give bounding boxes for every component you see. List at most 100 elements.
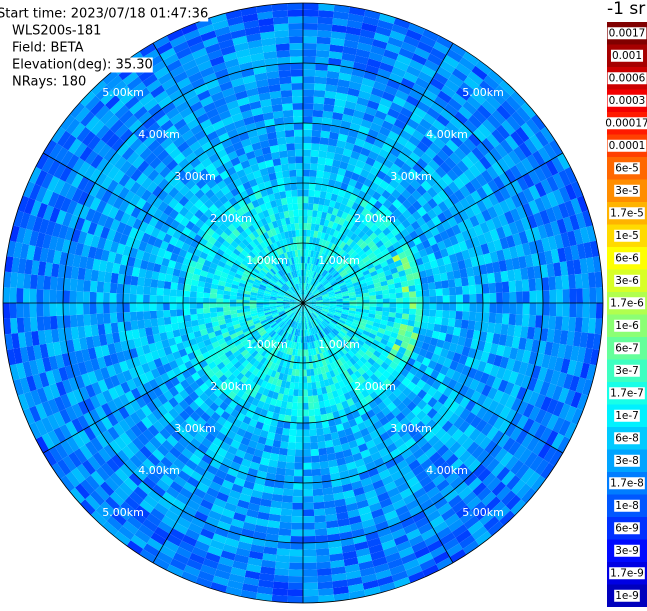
field-cell — [311, 150, 319, 157]
field-cell — [284, 123, 294, 130]
field-cell — [292, 96, 303, 103]
field-cell — [462, 311, 469, 320]
field-cell — [282, 103, 293, 110]
field-cell — [576, 303, 583, 318]
field-cell — [324, 98, 335, 106]
field-cell — [300, 250, 303, 257]
field-cell — [287, 596, 303, 603]
field-cell — [230, 299, 237, 303]
field-cell — [163, 310, 170, 318]
field-cell — [315, 415, 322, 422]
field-cell — [289, 429, 296, 436]
field-cell — [303, 183, 309, 190]
field-cell — [157, 288, 164, 296]
field-cell — [83, 314, 91, 326]
field-cell — [496, 303, 503, 314]
field-cell — [291, 190, 297, 197]
field-cell — [555, 316, 563, 330]
field-cell — [111, 323, 119, 334]
field-cell — [318, 588, 334, 596]
field-cell — [296, 423, 303, 430]
field-cell — [356, 303, 363, 306]
field-cell — [230, 295, 237, 299]
field-cell — [450, 303, 457, 311]
field-cell — [70, 279, 78, 292]
field-cell — [307, 217, 312, 224]
field-cell — [303, 176, 310, 183]
field-cell — [275, 171, 283, 179]
field-cell — [293, 103, 304, 110]
field-cell — [103, 293, 110, 304]
field-cell — [287, 204, 293, 211]
field-cell — [307, 230, 311, 237]
field-cell — [151, 279, 159, 288]
field-cell — [314, 190, 321, 197]
field-cell — [150, 295, 157, 303]
field-cell — [275, 37, 289, 45]
field-cell — [317, 164, 325, 172]
field-cell — [273, 487, 284, 495]
field-cell — [299, 216, 304, 223]
field-cell — [223, 299, 230, 303]
field-cell — [300, 243, 303, 250]
field-cell — [274, 30, 289, 38]
field-cell — [280, 515, 292, 523]
field-cell — [170, 310, 177, 317]
field-cell — [313, 204, 319, 211]
field-cell — [296, 430, 303, 437]
field-cell — [143, 295, 150, 303]
field-cell — [190, 285, 197, 292]
field-cell — [409, 309, 416, 315]
field-cell — [296, 163, 303, 170]
field-cell — [303, 110, 313, 117]
field-cell — [290, 422, 297, 429]
field-cell — [37, 275, 45, 289]
field-cell — [309, 177, 316, 184]
field-cell — [303, 436, 310, 443]
field-cell — [313, 395, 319, 402]
field-cell — [289, 43, 303, 50]
field-cell — [303, 450, 311, 457]
field-cell — [289, 170, 296, 177]
field-cell — [318, 582, 333, 590]
field-cell — [447, 326, 455, 335]
field-cell — [314, 515, 326, 523]
field-cell — [288, 16, 303, 23]
field-cell — [287, 395, 293, 402]
field-cell — [303, 423, 310, 430]
field-cell — [196, 297, 203, 303]
field-cell — [427, 323, 435, 331]
field-cell — [165, 274, 173, 282]
field-cell — [290, 549, 303, 556]
field-cell — [156, 295, 163, 303]
field-cell — [116, 293, 123, 303]
field-cell — [288, 157, 296, 164]
field-cell — [303, 463, 312, 470]
field-cell — [77, 315, 85, 327]
field-cell — [283, 110, 293, 118]
field-cell — [433, 324, 441, 332]
field-cell — [436, 310, 443, 318]
field-cell — [150, 303, 157, 311]
field-cell — [416, 303, 423, 309]
field-cell — [286, 456, 295, 463]
field-cell — [295, 156, 303, 163]
field-cell — [369, 307, 376, 311]
field-cell — [289, 30, 303, 37]
field-cell — [315, 522, 327, 530]
field-cell — [250, 303, 257, 306]
field-cell — [10, 318, 18, 334]
field-cell — [171, 323, 179, 331]
field-cell — [303, 170, 310, 177]
field-cell — [503, 303, 510, 314]
field-cell — [223, 307, 230, 312]
field-cell — [210, 298, 217, 303]
field-cell — [303, 410, 309, 417]
field-cell — [509, 314, 517, 326]
field-cell — [295, 143, 303, 150]
field-cell — [83, 280, 91, 292]
field-cell — [569, 303, 576, 317]
field-cell — [216, 303, 223, 308]
field-cell — [83, 292, 90, 304]
field-cell — [583, 303, 590, 318]
